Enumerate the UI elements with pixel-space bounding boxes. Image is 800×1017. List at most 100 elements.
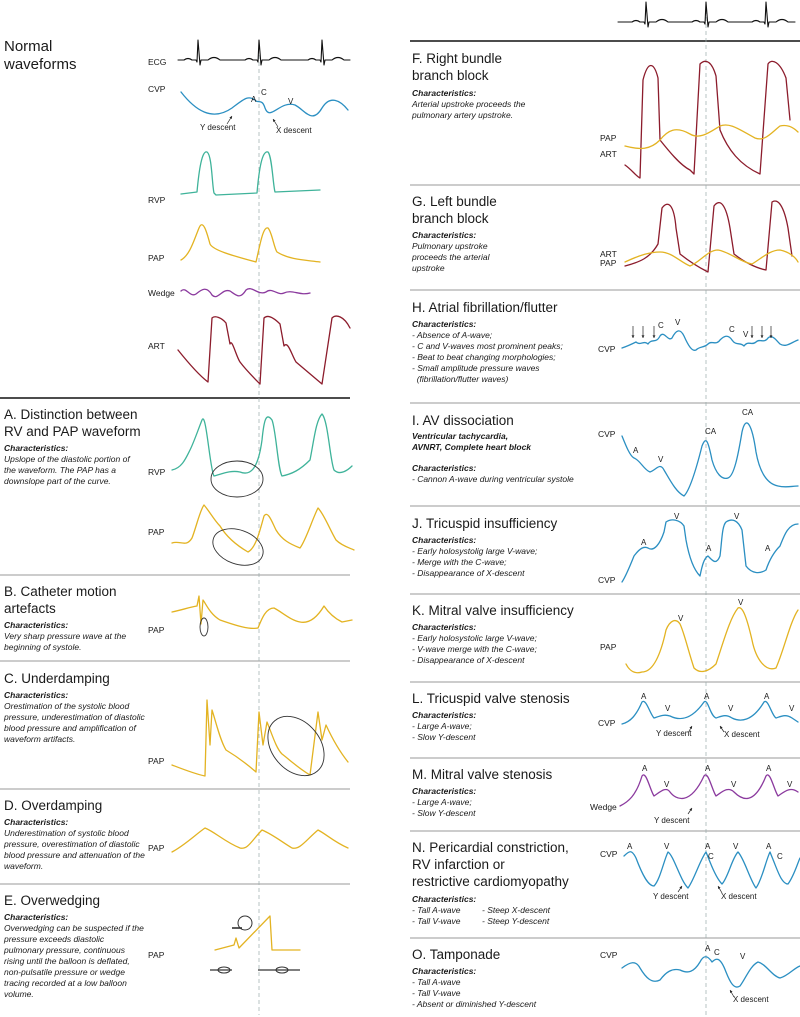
section-a-title: A. Distinction between RV and PAP wavefo… xyxy=(4,407,141,439)
section-f-title: F. Right bundle branch block xyxy=(412,51,503,83)
section-i-cvp-label: CVP xyxy=(598,429,616,439)
section-h-c1: C xyxy=(658,321,664,330)
section-k-pap-label: PAP xyxy=(600,642,617,652)
section-n-a3: A xyxy=(766,842,772,851)
section-b-ellipse xyxy=(199,617,209,637)
normal-art-wave xyxy=(177,315,351,385)
section-a-desc: Upslope of the diastolic portion of the … xyxy=(4,454,130,486)
section-k-v2: V xyxy=(738,598,744,607)
section-l-title: L. Tricuspid valve stenosis xyxy=(412,691,570,706)
section-o-item-2: - Tall V-wave xyxy=(412,988,461,998)
section-g-pap-wave xyxy=(624,249,799,267)
section-l-v3: V xyxy=(789,704,795,713)
section-i-v: V xyxy=(658,455,664,464)
section-c-title: C. Underdamping xyxy=(4,671,110,686)
section-e-balloon-icon xyxy=(237,915,253,931)
section-i-ca2: CA xyxy=(742,408,754,417)
normal-x-arrow-head xyxy=(273,119,276,122)
section-l-y-descent: Y descent xyxy=(656,729,692,738)
section-a-char: Characteristics: xyxy=(4,443,69,453)
section-o-c: C xyxy=(714,948,720,957)
section-g-art-wave xyxy=(624,200,793,273)
normal-y-descent: Y descent xyxy=(200,123,236,132)
section-n-v2: V xyxy=(733,842,739,851)
section-j-v2: V xyxy=(734,512,740,521)
section-h-item-1: - Absence of A-wave; xyxy=(412,330,493,340)
section-h-arrow-6-head xyxy=(769,335,773,338)
art-label: ART xyxy=(148,341,165,351)
section-h-arrow-2-head xyxy=(641,335,645,338)
section-b-pap-label: PAP xyxy=(148,625,165,635)
section-b-desc: Very sharp pressure wave at the beginnin… xyxy=(4,631,127,652)
section-f-pap-wave xyxy=(624,124,799,150)
section-m-wedge-wave xyxy=(619,774,799,807)
section-k-item-3: - Disappearance of X-descent xyxy=(412,655,525,665)
section-n-v1: V xyxy=(664,842,670,851)
rvp-label: RVP xyxy=(148,195,166,205)
section-n-char: Characteristics: xyxy=(412,894,477,904)
section-h-cvp-label: CVP xyxy=(598,344,616,354)
section-a-pap-ellipse xyxy=(212,528,264,566)
section-e-title: E. Overwedging xyxy=(4,893,101,908)
section-i-item-1: - Cannon A-wave during ventricular systo… xyxy=(412,474,574,484)
section-h-c2: C xyxy=(729,325,735,334)
section-m-v2: V xyxy=(731,780,737,789)
normal-rvp-wave xyxy=(180,151,321,196)
section-k-title: K. Mitral valve insufficiency xyxy=(412,603,574,618)
section-d-pap-wave xyxy=(171,827,349,853)
section-m-v1: V xyxy=(664,780,670,789)
ecg-top-right-wave xyxy=(617,1,796,28)
section-m-a1: A xyxy=(642,764,648,773)
normal-cvp-wave xyxy=(180,91,349,117)
section-j-item-1: - Early holosystolig large V-wave; xyxy=(412,546,538,556)
section-g-desc: Pulmonary upstroke proceeds the arterial… xyxy=(412,241,490,273)
section-k-v1: V xyxy=(678,614,684,623)
section-e-deflated-balloon-2-icon xyxy=(275,966,289,974)
section-n-title: N. Pericardial constriction, RV infarcti… xyxy=(412,840,569,889)
section-o-x-descent: X descent xyxy=(733,995,769,1004)
section-l-x-arrow-head xyxy=(720,726,723,729)
section-j-title: J. Tricuspid insufficiency xyxy=(412,516,558,531)
section-o-item-1: - Tall A-wave xyxy=(412,977,461,987)
section-j-a1: A xyxy=(641,538,647,547)
section-d-char: Characteristics: xyxy=(4,817,69,827)
section-m-item-1: - Large A-wave; xyxy=(412,797,472,807)
section-d-title: D. Overdamping xyxy=(4,798,103,813)
section-h-item-4: - Small amplitude pressure waves xyxy=(412,363,540,373)
section-l-v1: V xyxy=(665,704,671,713)
section-h-item-5: (fibrillation/flutter waves) xyxy=(412,374,509,384)
section-n-x-arrow-head xyxy=(718,886,721,889)
section-i-a: A xyxy=(633,446,639,455)
section-e-pap-wave xyxy=(214,915,301,951)
section-i-char: Characteristics: xyxy=(412,463,477,473)
section-h-arrow-4-head xyxy=(750,335,754,338)
section-o-char: Characteristics: xyxy=(412,966,477,976)
section-h-arrow-3-head xyxy=(652,335,656,338)
section-l-a3: A xyxy=(764,692,770,701)
section-e-deflated-balloon-icon xyxy=(217,966,231,974)
section-l-item-2: - Slow Y-descent xyxy=(412,732,476,742)
section-a-rvp-wave xyxy=(171,413,353,477)
section-g-pap-label: PAP xyxy=(600,258,617,268)
section-f-pap-label: PAP xyxy=(600,133,617,143)
section-m-title: M. Mitral valve stenosis xyxy=(412,767,553,782)
section-j-item-3: - Disappearance of X-descent xyxy=(412,568,525,578)
section-k-item-2: - V-wave merge with the C-wave; xyxy=(412,644,537,654)
section-o-cvp-wave xyxy=(621,956,800,988)
normal-x-descent: X descent xyxy=(276,126,312,135)
normal-y-arrow-head xyxy=(229,116,232,119)
section-m-y-arrow-head xyxy=(689,808,692,811)
wedge-label: Wedge xyxy=(148,288,175,298)
normal-pap-wave xyxy=(180,224,321,263)
section-j-cvp-wave xyxy=(621,519,799,583)
section-f-char: Characteristics: xyxy=(412,88,477,98)
section-n-item-1: - Tall A-wave xyxy=(412,905,461,915)
section-e-char: Characteristics: xyxy=(4,912,69,922)
section-l-char: Characteristics: xyxy=(412,710,477,720)
section-n-cvp-wave xyxy=(623,851,800,889)
section-l-cvp-wave xyxy=(621,700,799,725)
section-d-desc: Underestimation of systolic blood pressu… xyxy=(4,828,145,871)
section-j-a2: A xyxy=(706,544,712,553)
section-l-y-arrow-head xyxy=(689,726,692,729)
